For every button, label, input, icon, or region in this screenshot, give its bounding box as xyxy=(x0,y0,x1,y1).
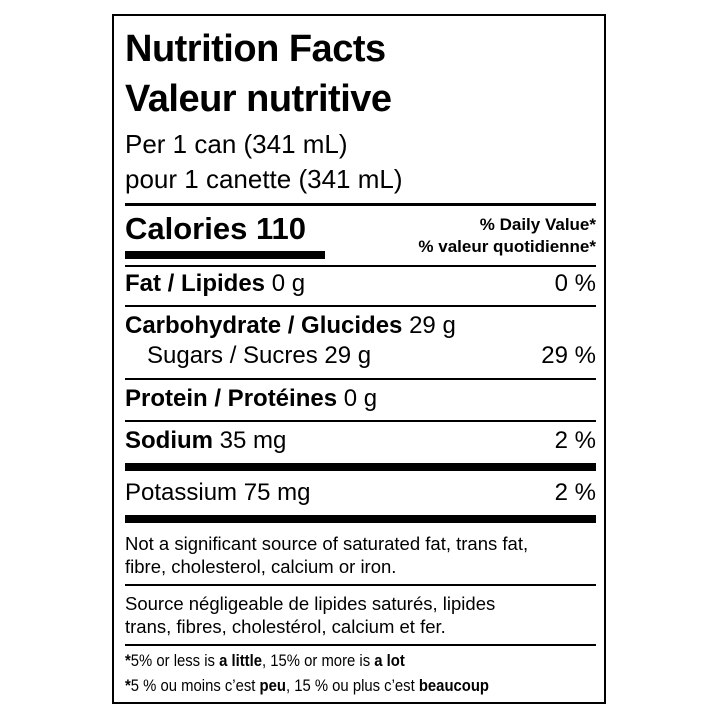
nutrition-facts-label xyxy=(112,14,606,704)
thick-divider xyxy=(125,463,596,471)
nutrient-sodium: Sodium 35 mg xyxy=(125,429,286,453)
footnote-bold: a little xyxy=(219,652,263,670)
sodium-dv: 2 % xyxy=(554,427,596,454)
calories-underline xyxy=(125,251,325,259)
nutrient-label: Carbohydrate / Glucides xyxy=(125,312,403,339)
divider xyxy=(125,378,596,380)
nutrient-amount: 75 mg xyxy=(243,479,311,506)
sugars-dv: 29 % xyxy=(541,342,596,369)
nutrient-label: Sodium xyxy=(125,427,213,454)
footnote-bold: beaucoup xyxy=(418,677,489,695)
nutrient-label: Potassium xyxy=(125,479,238,506)
calories: Calories 110 xyxy=(125,213,306,244)
divider xyxy=(125,305,596,307)
divider xyxy=(125,203,596,206)
note-fr-line2: trans, fibres, cholestérol, calcium et f… xyxy=(125,616,446,637)
title-en: Nutrition Facts xyxy=(125,28,386,70)
nutrient-amount: 29 g xyxy=(409,312,456,339)
footnote-text: , 15 % ou plus c’est xyxy=(285,677,419,695)
footnote-bold: a lot xyxy=(374,652,405,670)
dv-header-en: % Daily Value* xyxy=(479,215,596,234)
serving-size-en: Per 1 can (341 mL) xyxy=(125,129,348,159)
nutrient-amount: 29 g xyxy=(324,342,372,369)
nutrient-amount: 0 g xyxy=(343,385,378,412)
note-fr-line1: Source négligeable de lipides saturés, l… xyxy=(125,593,496,614)
potassium-dv: 2 % xyxy=(554,479,596,506)
nutrient-amount: 35 mg xyxy=(219,427,287,454)
nutrient-sugars: Sugars / Sucres 29 g xyxy=(147,344,371,368)
thick-divider xyxy=(125,515,596,523)
note-en-line1: Not a significant source of saturated fa… xyxy=(125,533,529,554)
title-fr: Valeur nutritive xyxy=(125,78,392,120)
divider xyxy=(125,265,596,267)
serving-size-fr: pour 1 canette (341 mL) xyxy=(125,164,403,194)
dv-header-fr: % valeur quotidienne* xyxy=(418,237,596,256)
divider xyxy=(125,584,596,586)
asterisk: * xyxy=(125,677,131,695)
nutrient-label: Fat / Lipides xyxy=(125,270,266,297)
fat-dv: 0 % xyxy=(554,270,596,297)
footnote-en: *5% or less is a little, 15% or more is … xyxy=(125,653,405,670)
nutrient-carbohydrate: Carbohydrate / Glucides 29 g xyxy=(125,314,456,338)
footnote-text: 5 % ou moins c’est xyxy=(130,677,260,695)
nutrient-potassium: Potassium 75 mg xyxy=(125,481,310,505)
divider xyxy=(125,644,596,646)
footnote-fr: *5 % ou moins c’est peu, 15 % ou plus c’… xyxy=(125,678,489,695)
footnote-text: 5% or less is xyxy=(130,652,220,670)
asterisk: * xyxy=(125,652,131,670)
divider xyxy=(125,420,596,422)
footnote-text: , 15% or more is xyxy=(262,652,375,670)
calories-label: Calories xyxy=(125,211,248,246)
nutrient-fat: Fat / Lipides 0 g xyxy=(125,272,305,296)
nutrient-label: Protein / Protéines xyxy=(125,385,338,412)
nutrient-label: Sugars / Sucres xyxy=(147,342,318,369)
nutrient-amount: 0 g xyxy=(271,270,306,297)
calories-value: 110 xyxy=(255,211,306,246)
nutrient-protein: Protein / Protéines 0 g xyxy=(125,387,377,411)
note-en-line2: fibre, cholesterol, calcium or iron. xyxy=(125,556,397,577)
footnote-bold: peu xyxy=(259,677,286,695)
